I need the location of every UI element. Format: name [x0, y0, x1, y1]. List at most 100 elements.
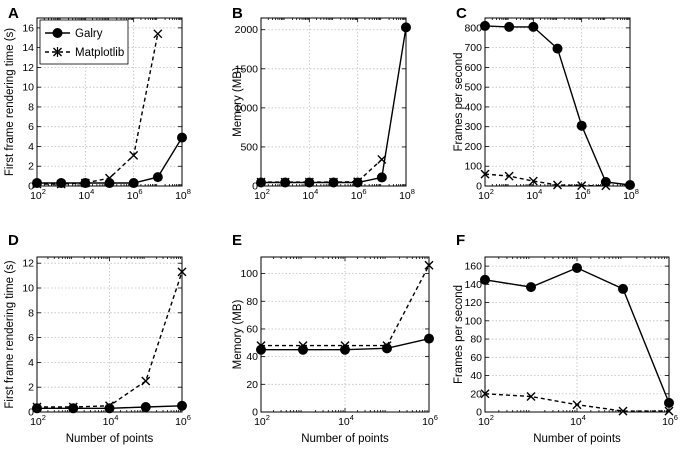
matplotlib-point — [298, 341, 308, 351]
x-tick-label: 106 — [422, 413, 438, 428]
galry-point — [152, 172, 163, 183]
y-axis-label: First frame rendering time (s) — [4, 260, 16, 408]
legend-marker-x — [53, 47, 62, 57]
matplotlib-point — [601, 181, 611, 191]
legend-label: Galry — [75, 28, 103, 40]
x-tick-label: 104 — [103, 413, 119, 428]
y-tick-label: 60 — [470, 352, 482, 364]
matplotlib-point — [32, 402, 42, 412]
galry-point — [128, 178, 139, 189]
x-tick-label: 104 — [78, 187, 94, 202]
y-tick-label: 8 — [28, 307, 34, 319]
y-tick-label: 6 — [28, 332, 34, 344]
y-axis-label: First frame rendering time (s) — [4, 28, 16, 176]
y-tick-label: 80 — [470, 334, 482, 346]
y-tick-label: 0 — [476, 181, 482, 193]
y-axis-label: Memory (MB) — [232, 300, 244, 370]
x-tick-label: 108 — [175, 187, 191, 202]
galry-point — [528, 21, 539, 32]
y-axis-label: Frames per second — [453, 285, 465, 384]
y-tick-label: 500 — [240, 141, 258, 153]
matplotlib-line — [261, 158, 383, 183]
y-tick-label: 4 — [28, 357, 34, 369]
matplotlib-point — [105, 401, 114, 411]
panel-letter: F — [456, 232, 465, 249]
galry-line — [261, 27, 407, 184]
panel-letter: E — [232, 232, 242, 249]
matplotlib-point — [618, 406, 628, 416]
y-tick-label: 0 — [28, 407, 34, 419]
y-tick-label: 100 — [464, 315, 482, 327]
x-tick-label: 106 — [175, 413, 191, 428]
matplotlib-line — [484, 173, 606, 187]
x-tick-label: 106 — [575, 187, 591, 202]
matplotlib-point — [480, 389, 490, 399]
x-tick-label: 104 — [570, 413, 586, 428]
matplotlib-point — [129, 150, 139, 160]
y-tick-label: 200 — [464, 141, 482, 153]
matplotlib-point — [480, 169, 490, 179]
y-tick-label: 1500 — [235, 63, 259, 75]
y-tick-label: 40 — [246, 351, 258, 363]
galry-point — [401, 22, 411, 33]
x-axis-label: Number of points — [533, 433, 621, 445]
galry-point — [140, 402, 151, 413]
matplotlib-point — [256, 341, 266, 351]
galry-point — [177, 132, 187, 143]
y-tick-label: 12 — [22, 258, 34, 270]
galry-point — [625, 180, 635, 191]
legend-label: Matplotlib — [75, 47, 124, 59]
y-tick-label: 500 — [464, 82, 482, 94]
matplotlib-point — [528, 176, 538, 186]
y-tick-label: 100 — [464, 161, 482, 173]
y-tick-label: 140 — [464, 279, 482, 291]
matplotlib-point — [141, 376, 151, 386]
y-tick-label: 14 — [22, 42, 34, 54]
matplotlib-point — [577, 181, 587, 191]
legend-box — [39, 19, 129, 65]
galry-point — [480, 274, 490, 285]
y-tick-label: 0 — [28, 181, 34, 193]
y-tick-label: 400 — [464, 101, 482, 113]
y-tick-label: 12 — [22, 62, 34, 74]
matplotlib-point — [424, 260, 434, 270]
x-axis-label: Number of points — [66, 433, 154, 445]
matplotlib-point — [32, 179, 42, 189]
legend: Galry Matplotlib — [39, 19, 129, 65]
y-tick-label: 6 — [28, 121, 34, 133]
y-tick-label: 20 — [246, 379, 258, 391]
galry-point — [480, 20, 490, 31]
matplotlib-point — [382, 341, 392, 351]
y-tick-label: 1000 — [235, 102, 259, 114]
galry-point — [572, 262, 582, 273]
galry-point — [382, 343, 392, 354]
panel-letter: A — [8, 5, 19, 22]
matplotlib-point — [340, 341, 350, 351]
y-tick-label: 0 — [252, 181, 258, 193]
x-tick-label: 108 — [399, 187, 415, 202]
x-tick-label: 104 — [338, 413, 354, 428]
x-tick-label: 104 — [526, 187, 542, 202]
y-tick-label: 120 — [464, 297, 482, 309]
galry-point — [376, 172, 387, 183]
y-tick-label: 100 — [240, 268, 258, 280]
y-tick-label: 60 — [246, 323, 258, 335]
y-tick-label: 8 — [28, 101, 34, 113]
matplotlib-point — [572, 400, 582, 410]
galry-point — [104, 178, 115, 189]
matplotlib-point — [353, 177, 363, 187]
y-tick-label: 160 — [464, 261, 482, 273]
panel-letter: D — [8, 232, 19, 249]
y-tick-label: 700 — [464, 42, 482, 54]
matplotlib-point — [664, 406, 674, 416]
y-tick-label: 2 — [28, 382, 34, 394]
galry-point — [526, 282, 536, 293]
matplotlib-point — [526, 392, 536, 401]
matplotlib-point — [68, 402, 78, 412]
